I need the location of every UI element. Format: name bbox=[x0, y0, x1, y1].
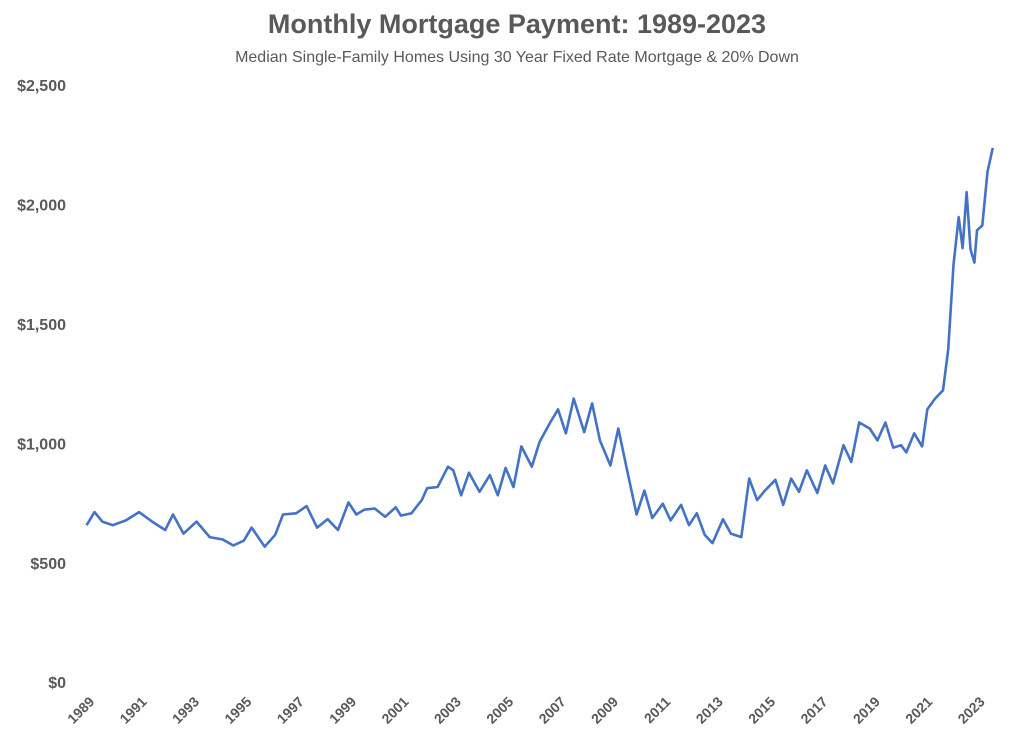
x-tick-label: 2021 bbox=[902, 693, 935, 726]
x-tick-label: 2005 bbox=[483, 693, 516, 726]
chart-title: Monthly Mortgage Payment: 1989-2023 bbox=[268, 9, 766, 39]
x-tick-label: 1999 bbox=[326, 693, 359, 726]
x-tick-label: 2007 bbox=[535, 693, 568, 726]
x-tick-label: 1991 bbox=[116, 693, 149, 726]
chart-subtitle: Median Single-Family Homes Using 30 Year… bbox=[235, 49, 799, 66]
y-tick-label: $1,000 bbox=[17, 436, 66, 453]
x-tick-label: 1993 bbox=[169, 693, 202, 726]
x-tick-label: 2013 bbox=[693, 693, 726, 726]
x-tick-label: 2003 bbox=[431, 693, 464, 726]
y-tick-label: $1,500 bbox=[17, 317, 66, 334]
x-tick-label: 2017 bbox=[797, 693, 830, 726]
x-tick-label: 2001 bbox=[378, 693, 411, 726]
x-tick-label: 1989 bbox=[64, 693, 97, 726]
y-tick-label: $2,500 bbox=[17, 78, 66, 95]
y-tick-label: $500 bbox=[30, 556, 66, 573]
line bbox=[85, 147, 995, 548]
x-tick-label: 1995 bbox=[221, 693, 254, 726]
x-tick-label: 2015 bbox=[745, 693, 778, 726]
x-tick-label: 2009 bbox=[588, 693, 621, 726]
x-tick-label: 2023 bbox=[954, 693, 987, 726]
y-tick-label: $0 bbox=[48, 675, 66, 692]
x-tick-label: 1997 bbox=[274, 693, 307, 726]
y-tick-label: $2,000 bbox=[17, 198, 66, 215]
x-tick-label: 2011 bbox=[641, 693, 674, 726]
x-tick-label: 2019 bbox=[850, 693, 883, 726]
